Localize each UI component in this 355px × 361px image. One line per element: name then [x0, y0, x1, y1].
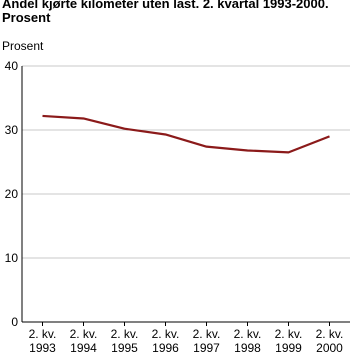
x-tick-label: 2. kv. 1999: [275, 327, 303, 355]
x-tick-label: 2. kv. 1995: [111, 327, 139, 355]
y-tick-label: 40: [5, 59, 19, 73]
x-tick-label: 2. kv. 1993: [29, 327, 57, 355]
x-tick-label: 2. kv. 1997: [193, 327, 221, 355]
y-tick-label: 20: [5, 187, 19, 201]
y-tick-label: 0: [11, 315, 18, 329]
x-tick-label: 2. kv. 2000: [316, 327, 344, 355]
x-tick-label: 2. kv. 1998: [234, 327, 262, 355]
data-line: [42, 114, 330, 154]
y-tick-label: 30: [5, 123, 19, 137]
x-tick-label: 2. kv. 1996: [152, 327, 180, 355]
x-tick-label: 2. kv. 1994: [70, 327, 98, 355]
y-tick-label: 10: [5, 251, 19, 265]
chart-title: Andel kjørte kilometer uten last. 2. kva…: [2, 0, 329, 25]
y-axis-label: Prosent: [2, 39, 44, 53]
